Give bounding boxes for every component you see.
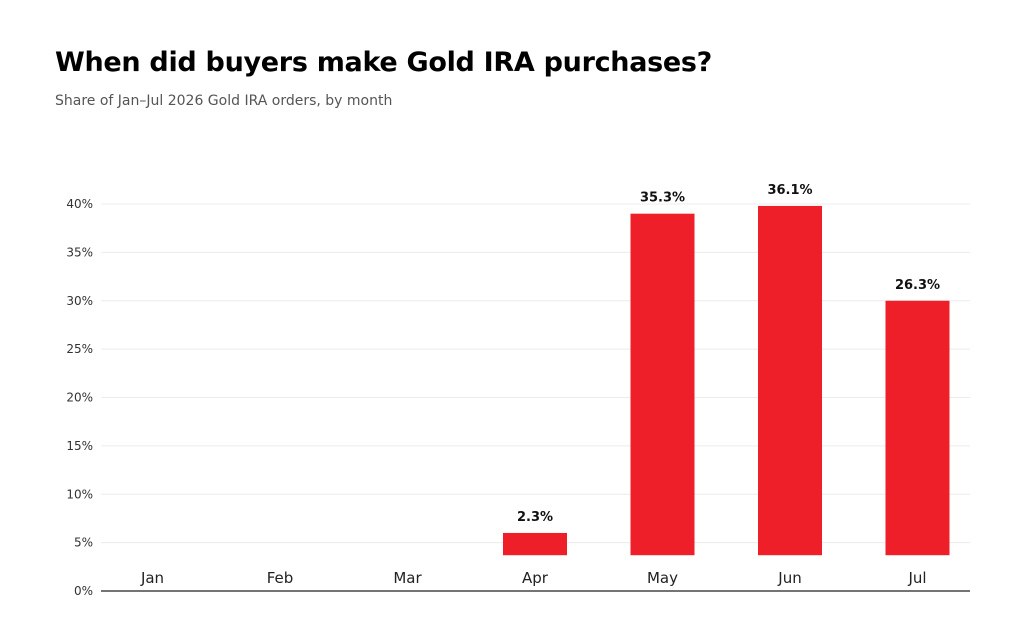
data-label-jun: 36.1% [767,183,812,198]
bar-may [630,213,695,556]
x-axis-categories: Jan Feb Mar Apr May Jun Jul [140,569,927,587]
x-category-label-feb: Feb [267,569,294,587]
y-axis-ticks: 0% 5% 10% 15% 20% 25% 30% 35% 40% [66,197,93,598]
x-category-label-jun: Jun [777,569,801,587]
y-tick-label-0: 0% [74,584,93,598]
y-tick-label-30: 30% [66,294,93,308]
y-tick-label-15: 15% [66,439,93,453]
gridlines [101,203,970,544]
y-tick-label-5: 5% [74,536,93,550]
data-label-apr: 2.3% [517,510,553,525]
x-category-label-mar: Mar [393,569,422,587]
bar-jun [758,205,822,556]
data-labels: 2.3% 35.3% 36.1% 26.3% [517,183,940,525]
bar-jul [885,300,950,556]
data-label-may: 35.3% [640,191,685,206]
y-tick-label-10: 10% [66,487,93,501]
y-tick-label-20: 20% [66,391,93,405]
x-category-label-may: May [647,569,678,587]
y-tick-label-35: 35% [66,245,93,259]
chart-subtitle: Share of Jan–Jul 2026 Gold IRA orders, b… [55,93,393,109]
chart-title: When did buyers make Gold IRA purchases? [55,47,713,78]
x-category-label-apr: Apr [522,569,549,587]
x-category-label-jan: Jan [140,569,164,587]
data-label-jul: 26.3% [895,278,940,293]
y-tick-label-25: 25% [66,342,93,356]
y-tick-label-40: 40% [66,197,93,211]
x-category-label-jul: Jul [907,569,926,587]
bars [503,205,950,556]
bar-apr [503,532,567,556]
